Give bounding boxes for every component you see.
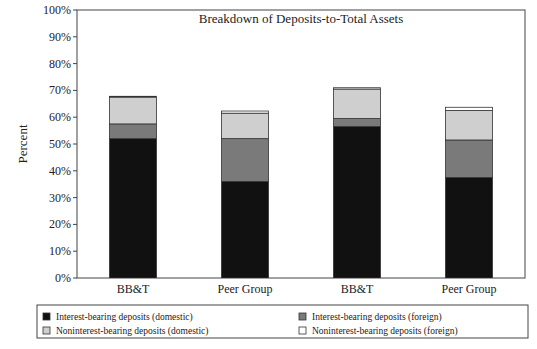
x-tick-label: BB&T bbox=[117, 282, 150, 296]
y-tick-label: 30% bbox=[49, 191, 71, 205]
x-tick-label: BB&T bbox=[341, 282, 374, 296]
bar-segment bbox=[445, 140, 492, 178]
y-tick-label: 10% bbox=[49, 244, 71, 258]
x-tick-label: Peer Group bbox=[442, 282, 497, 296]
bar-segment bbox=[109, 96, 156, 98]
legend-swatch bbox=[299, 327, 306, 334]
y-tick bbox=[73, 36, 77, 37]
y-tick-label: 80% bbox=[49, 57, 71, 71]
y-tick bbox=[73, 278, 77, 279]
y-tick bbox=[73, 10, 77, 11]
bar-segment bbox=[333, 89, 380, 118]
legend-swatch bbox=[43, 313, 50, 320]
y-tick-label: 100% bbox=[43, 3, 71, 17]
y-tick bbox=[73, 90, 77, 91]
y-tick-label: 0% bbox=[55, 271, 71, 285]
legend: Interest-bearing deposits (domestic) Inte… bbox=[37, 305, 528, 338]
bar-segment bbox=[333, 88, 380, 89]
legend-label: Noninterest-bearing deposits (foreign) bbox=[312, 326, 458, 337]
legend-label: Noninterest-bearing deposits (domestic) bbox=[56, 326, 209, 337]
x-tick-label: Peer Group bbox=[218, 282, 273, 296]
y-tick bbox=[73, 251, 77, 252]
legend-label: Interest-bearing deposits (domestic) bbox=[56, 312, 193, 323]
y-axis-label: Percent bbox=[15, 124, 30, 163]
plot-frame bbox=[77, 10, 525, 278]
chart: 0% 10% 20% 30% 40% 50% 60% 70% 80% 90% 100% Breakdo… bbox=[0, 0, 537, 349]
bar-segment bbox=[445, 178, 492, 279]
chart-title: Breakdown of Deposits-to-Total Assets bbox=[199, 11, 404, 26]
y-tick-label: 60% bbox=[49, 110, 71, 124]
y-tick bbox=[73, 224, 77, 225]
legend-swatch bbox=[299, 313, 306, 320]
bar-segment bbox=[333, 127, 380, 278]
bar-segment bbox=[333, 119, 380, 127]
y-tick bbox=[73, 170, 77, 171]
legend-label: Interest-bearing deposits (foreign) bbox=[312, 312, 442, 323]
y-tick-label: 50% bbox=[49, 137, 71, 151]
y-tick bbox=[73, 144, 77, 145]
legend-swatch bbox=[43, 327, 50, 334]
y-tick-label: 20% bbox=[49, 217, 71, 231]
y-tick bbox=[73, 197, 77, 198]
y-tick bbox=[73, 117, 77, 118]
bar-segment bbox=[109, 97, 156, 124]
legend-box bbox=[37, 305, 528, 338]
bar-segment bbox=[221, 111, 268, 113]
bar-segment bbox=[445, 107, 492, 110]
y-tick-label: 70% bbox=[49, 83, 71, 97]
y-tick-label: 90% bbox=[49, 30, 71, 44]
bar-segment bbox=[445, 111, 492, 140]
y-tick-label: 40% bbox=[49, 164, 71, 178]
bar-segment bbox=[221, 139, 268, 182]
bar-segment bbox=[109, 139, 156, 278]
bar-segment bbox=[221, 182, 268, 278]
bar-segment bbox=[221, 113, 268, 138]
bars bbox=[109, 88, 492, 278]
bar-segment bbox=[109, 124, 156, 139]
y-tick bbox=[73, 63, 77, 64]
